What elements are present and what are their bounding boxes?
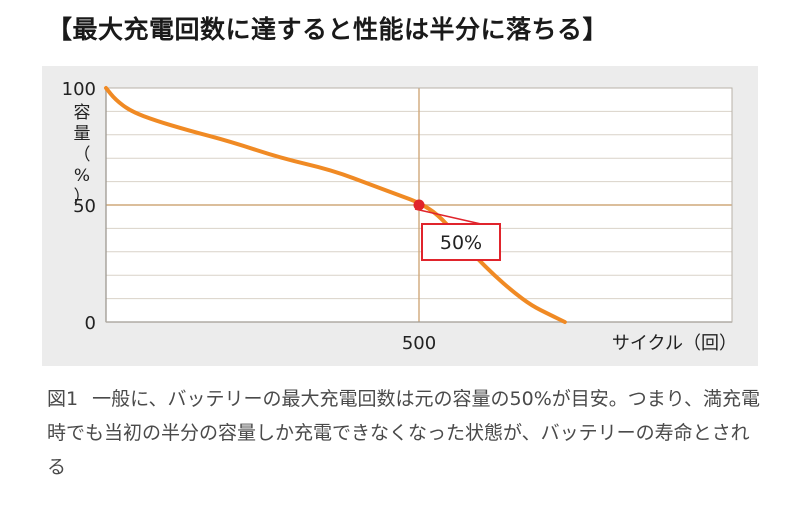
plot-border (105, 87, 733, 323)
figure-caption: 図1 一般に、バッテリーの最大充電回数は元の容量の50%が目安。つまり、満充電時で… (47, 382, 767, 484)
figure-number: 図1 (47, 388, 79, 410)
y-axis-label: 容量（%） (74, 103, 91, 207)
axis-layer (105, 87, 733, 323)
annotation-point (413, 199, 425, 211)
caption-text: 一般に、バッテリーの最大充電回数は元の容量の50%が目安。つまり、満充電時でも当… (47, 388, 760, 478)
annotation-box (421, 223, 501, 261)
chart-panel: 0 50 100 500 サイクル（回） 容量（%） 50% (42, 66, 758, 366)
battery-capacity-chart: 0 50 100 500 サイクル（回） 容量（%） 50% (62, 79, 737, 354)
capacity-series-line (104, 86, 567, 324)
y-tick-label: 50 (73, 196, 96, 217)
series-layer (104, 86, 567, 324)
chart-heading: 【最大充電回数に達すると性能は半分に落ちる】 (47, 15, 609, 44)
y-tick-label: 100 (62, 79, 96, 100)
annotation-leader (414, 208, 482, 225)
x-axis-label: サイクル（回） (612, 333, 737, 354)
annotation-label: 50% (440, 232, 482, 254)
label-layer: 0 50 100 500 サイクル（回） 容量（%） 50% (62, 79, 737, 354)
x-tick-label: 500 (402, 333, 436, 354)
y-tick-label: 0 (85, 313, 96, 334)
